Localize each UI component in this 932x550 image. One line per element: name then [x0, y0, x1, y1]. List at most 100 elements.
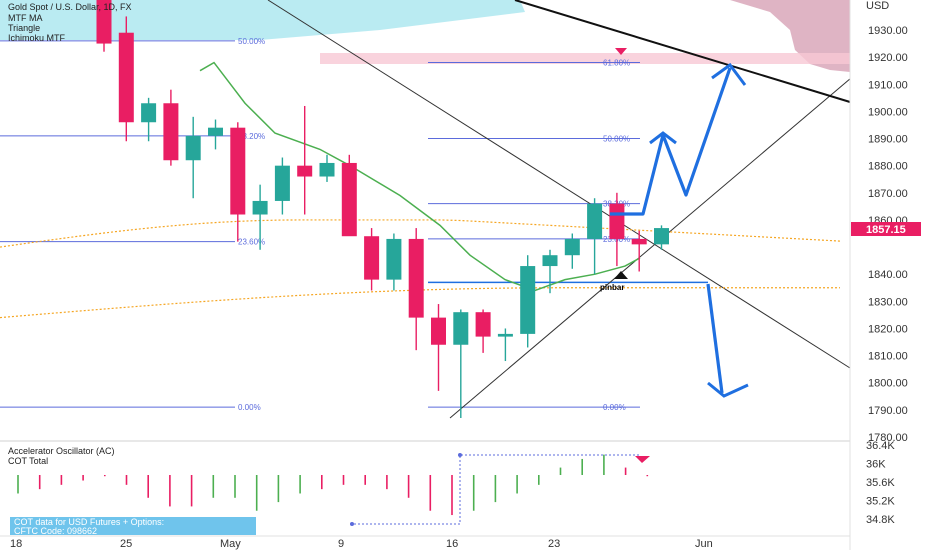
date-tick-label: 25 [120, 538, 132, 550]
price-tick-label: 1830.00 [868, 296, 908, 308]
indicator-label-mtf-ma: MTF MA [8, 13, 43, 23]
candle-bull [185, 116, 201, 199]
oscillator-tick-label: 35.6K [866, 477, 895, 489]
pinbar-arrow-icon [614, 271, 628, 279]
price-tick-label: 1810.00 [868, 351, 908, 363]
pink-down-arrow-icon [615, 48, 627, 55]
price-tick-label: 1920.00 [868, 52, 908, 64]
candle-bull [542, 249, 558, 294]
major-resistance-trendline [514, 0, 851, 103]
price-tick-label: 1780.00 [868, 432, 908, 444]
fib-label-left: 38.20% [238, 132, 265, 141]
fib-label-left: 50.00% [238, 37, 265, 46]
fib-label-left: 0.00% [238, 403, 261, 412]
cot-info-box [10, 517, 256, 535]
fib-label-left: 23.60% [238, 238, 265, 247]
price-tick-label: 1910.00 [868, 79, 908, 91]
candle-bull [386, 233, 402, 291]
projection-arrows [610, 62, 749, 398]
ascending-trendline [449, 78, 851, 419]
price-tick-label: 1840.00 [868, 269, 908, 281]
oscillator-subtitle: COT Total [8, 456, 48, 466]
orange-ma-short [0, 219, 841, 248]
price-axis-background [850, 0, 932, 550]
candle-bear [408, 228, 424, 351]
oscillator-tick-label: 34.8K [866, 514, 895, 526]
oscillator-tick-label: 36.4K [866, 440, 895, 452]
price-axis-ticks[interactable]: 1930.00 1920.00 1910.00 1900.00 1890.00 1880.… [868, 25, 908, 444]
oscillator-title: Accelerator Oscillator (AC) [8, 446, 115, 456]
cot-point [458, 453, 462, 457]
bullish-projection-path [610, 67, 732, 216]
cot-point [350, 522, 354, 526]
candle-bear [609, 192, 625, 267]
bearish-projection-path [706, 283, 724, 394]
candlesticks [96, 0, 669, 419]
fib-label-right: 0.00% [603, 403, 626, 412]
candle-bull [654, 225, 669, 250]
price-tick-label: 1900.00 [868, 106, 908, 118]
candle-bull [520, 255, 536, 348]
pink-down-arrow-icon [635, 456, 650, 463]
price-tick-label: 1880.00 [868, 161, 908, 173]
candle-bull [208, 119, 223, 150]
cot-info-line1: COT data for USD Futures + Options: [14, 517, 164, 527]
ichimoku-cloud [0, 0, 525, 40]
candle-bull [497, 328, 513, 362]
date-tick-label: 23 [548, 538, 560, 550]
indicator-label-triangle: Triangle [8, 23, 40, 33]
oscillator-axis-ticks[interactable]: 36.4K 36K 35.6K 35.2K 34.8K [866, 440, 895, 526]
arrowhead-down-icon [707, 381, 749, 398]
candle-bear [118, 16, 134, 142]
candle-bull [564, 233, 580, 269]
pinbar-label: pinbar [600, 283, 624, 292]
candle-bear [163, 89, 179, 166]
fib-label-right: 50.00% [603, 135, 630, 144]
price-tick-label: 1890.00 [868, 134, 908, 146]
date-tick-label: 18 [10, 538, 22, 550]
cot-line [350, 454, 640, 525]
candle-bull [587, 198, 603, 275]
oscillator-tick-label: 36K [866, 459, 886, 471]
date-tick-label: 9 [338, 538, 344, 550]
price-tick-label: 1930.00 [868, 25, 908, 37]
descending-trendline [267, 0, 851, 369]
candle-bear [230, 122, 246, 242]
oscillator-bars [17, 454, 649, 516]
chart-symbol-title: Gold Spot / U.S. Dollar, 1D, FX [8, 2, 132, 12]
candle-bear [475, 309, 491, 353]
candle-bull [453, 309, 469, 419]
candle-bear [364, 228, 380, 291]
date-axis-ticks[interactable]: 18 25 May 9 16 23 Jun [10, 538, 713, 550]
price-tick-label: 1870.00 [868, 188, 908, 200]
date-tick-label: Jun [695, 538, 713, 550]
candle-bear [631, 230, 647, 272]
arrowhead-up-icon [649, 131, 677, 145]
current-price-label: 1857.15 [866, 224, 906, 236]
candle-bull [274, 157, 290, 215]
price-tick-label: 1800.00 [868, 378, 908, 390]
oscillator-tick-label: 35.2K [866, 496, 895, 508]
candle-bull [319, 154, 335, 182]
candle-bear [431, 304, 446, 391]
current-price-tag [851, 222, 921, 236]
green-ma [199, 61, 641, 292]
fib-label-right: 61.80% [603, 59, 630, 68]
cot-lines [350, 453, 640, 526]
candle-bear [297, 105, 313, 215]
resistance-zone [320, 53, 850, 64]
arrowhead-up-icon [711, 62, 747, 86]
price-tick-label: 1790.00 [868, 405, 908, 417]
price-axis-unit: USD [866, 0, 889, 12]
trendlines [267, 0, 851, 419]
price-tick-label: 1820.00 [868, 323, 908, 335]
indicator-label-ichimoku: Ichimoku MTF [8, 33, 66, 43]
candle-bear [96, 0, 112, 52]
date-tick-label: 16 [446, 538, 458, 550]
cot-info-line2: CFTC Code: 098662 [14, 526, 97, 536]
candle-bull [252, 184, 268, 250]
candle-bull [141, 97, 157, 142]
date-tick-label: May [220, 538, 241, 550]
candle-bear [341, 154, 357, 237]
